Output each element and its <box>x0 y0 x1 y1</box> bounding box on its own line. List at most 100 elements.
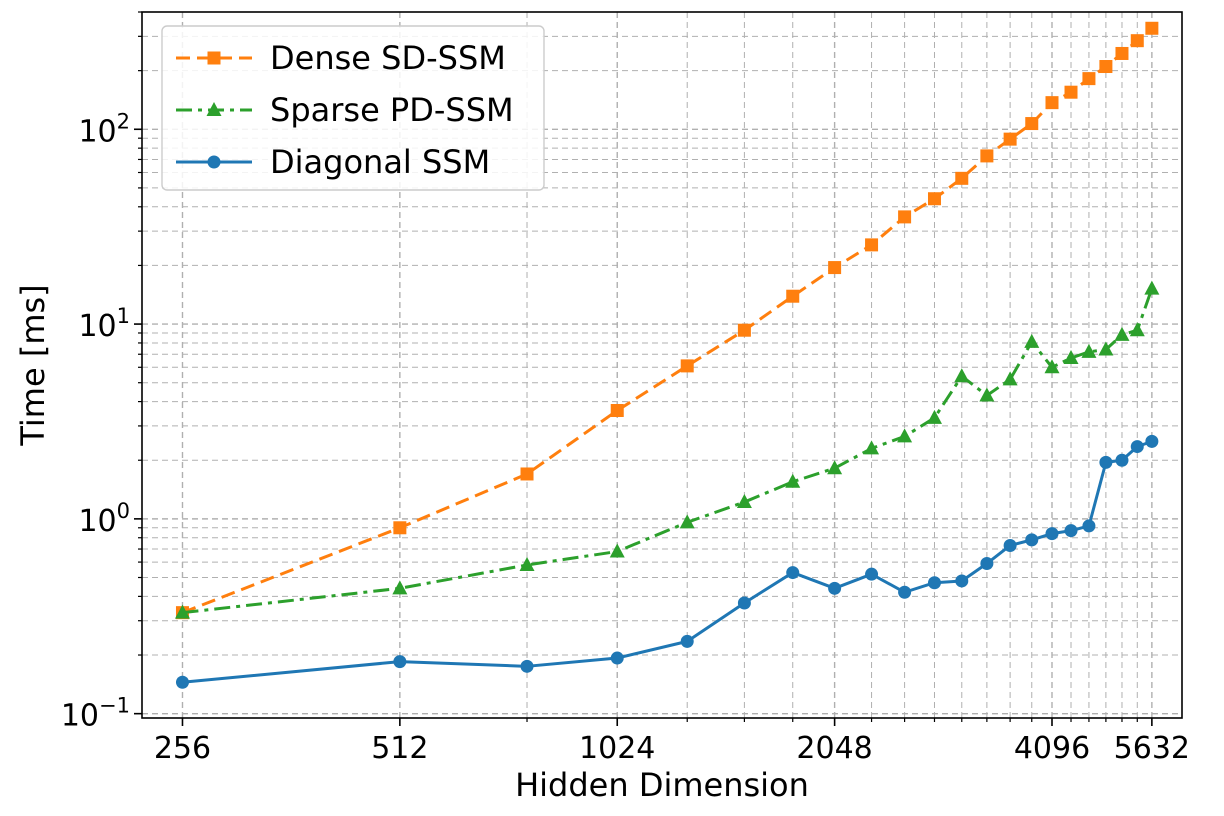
x-tick-label: 512 <box>371 731 428 766</box>
data-point <box>1130 34 1144 48</box>
x-tick-label: 2048 <box>796 731 872 766</box>
y-tick-exponent: −1 <box>99 694 130 718</box>
x-axis: 256 512 1024 2048 4096 5632 <box>154 718 1190 766</box>
data-point <box>865 238 879 252</box>
data-point <box>979 387 995 402</box>
data-point <box>1003 132 1017 146</box>
legend-label: Diagonal SSM <box>270 143 490 181</box>
legend-label: Dense SD-SSM <box>270 39 506 77</box>
plot-frame <box>141 11 1183 719</box>
legend-item: Diagonal SSM <box>176 143 490 181</box>
data-point <box>175 675 189 689</box>
data-point <box>1130 440 1144 454</box>
legend-marker <box>207 155 221 169</box>
data-point <box>1081 343 1097 358</box>
data-point <box>927 576 941 590</box>
data-point <box>737 596 751 610</box>
data-point <box>1063 349 1079 364</box>
legend-box <box>161 25 545 191</box>
data-point <box>519 556 535 571</box>
y-axis-title: Time [ms] <box>14 284 52 446</box>
data-point <box>520 467 534 481</box>
data-point <box>827 460 843 475</box>
data-point <box>1082 519 1096 533</box>
x-tick-label: 256 <box>154 731 211 766</box>
data-point <box>1045 96 1059 110</box>
y-tick-label: 101 <box>78 304 130 344</box>
data-point <box>1082 72 1096 86</box>
legend-label: Sparse PD-SSM <box>270 91 514 129</box>
data-point <box>1115 46 1129 60</box>
y-tick-exponent: 1 <box>117 304 130 328</box>
data-point <box>610 404 624 418</box>
data-point <box>1025 533 1039 547</box>
data-point <box>786 289 800 303</box>
legend-marker <box>206 102 222 116</box>
data-point <box>898 210 912 224</box>
data-point <box>610 651 624 665</box>
series-diagonal-ssm <box>175 434 1159 689</box>
data-point <box>955 574 969 588</box>
data-point <box>680 359 694 373</box>
x-axis-title: Hidden Dimension <box>515 766 809 804</box>
data-point <box>736 494 752 509</box>
data-point <box>898 585 912 599</box>
data-point <box>1002 371 1018 386</box>
data-point <box>927 192 941 206</box>
data-point <box>1044 359 1060 374</box>
data-point <box>1115 453 1129 467</box>
data-point <box>864 440 880 455</box>
x-tick-label: 5632 <box>1114 731 1190 766</box>
y-tick-label: 10−1 <box>61 694 130 734</box>
y-tick-exponent: 0 <box>117 499 130 523</box>
data-point <box>679 514 695 529</box>
data-point <box>1064 524 1078 538</box>
data-point <box>1129 322 1145 337</box>
data-point <box>980 149 994 163</box>
data-point <box>1045 527 1059 541</box>
data-point <box>393 655 407 669</box>
y-tick-label: 100 <box>78 499 130 539</box>
data-point <box>1099 455 1113 469</box>
data-point <box>786 566 800 580</box>
series-line <box>182 288 1154 615</box>
data-point <box>954 368 970 383</box>
data-point <box>865 567 879 581</box>
data-point <box>1025 117 1039 131</box>
legend: Dense SD-SSM Sparse PD-SSM Diagonal SSM <box>161 25 545 191</box>
x-tick-label: 1024 <box>579 731 655 766</box>
data-point <box>520 659 534 673</box>
series-line <box>182 439 1153 684</box>
x-tick-label: 4096 <box>1014 731 1090 766</box>
data-point <box>1144 280 1160 295</box>
series-layer <box>174 21 1160 689</box>
data-point <box>785 473 801 488</box>
data-point <box>1064 85 1078 99</box>
legend-item: Sparse PD-SSM <box>176 91 514 129</box>
data-point <box>980 557 994 571</box>
y-tick-base: 10 <box>78 504 116 539</box>
y-tick-exponent: 2 <box>117 109 130 133</box>
data-point <box>680 634 694 648</box>
data-point <box>1145 21 1159 35</box>
data-point <box>737 323 751 337</box>
data-point <box>1024 333 1040 348</box>
legend-marker <box>207 51 221 65</box>
y-tick-base: 10 <box>61 699 99 734</box>
data-point <box>828 581 842 595</box>
data-point <box>1114 326 1130 341</box>
data-point <box>926 409 942 424</box>
data-point <box>955 171 969 185</box>
data-point <box>1145 434 1159 448</box>
data-point <box>609 543 625 558</box>
data-point <box>897 428 913 443</box>
series-sparse-pd-ssm <box>174 280 1160 619</box>
data-point <box>393 521 407 535</box>
data-point <box>174 604 190 619</box>
y-tick-base: 10 <box>78 309 116 344</box>
data-point <box>828 261 842 275</box>
data-point <box>1098 341 1114 356</box>
legend-item: Dense SD-SSM <box>176 39 506 77</box>
